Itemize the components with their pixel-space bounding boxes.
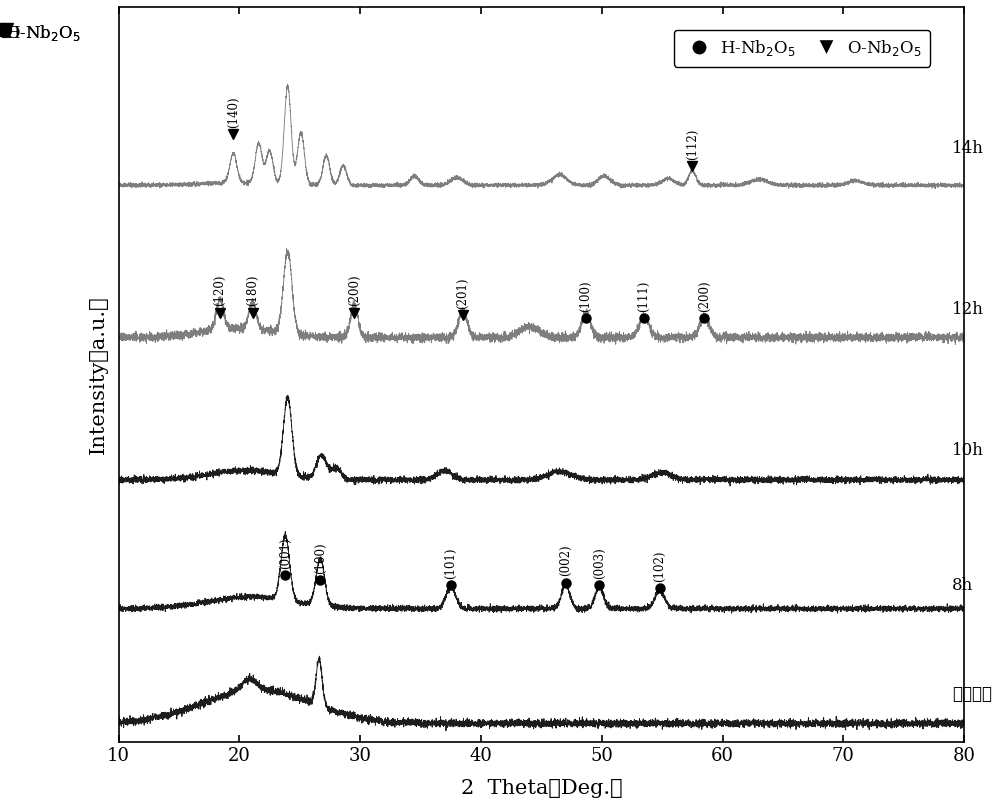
Text: (003): (003) (593, 547, 606, 579)
Text: 10h: 10h (952, 442, 984, 459)
Text: (140): (140) (227, 96, 240, 128)
Text: (100): (100) (580, 280, 593, 312)
Text: (101): (101) (444, 547, 457, 579)
Text: (201): (201) (456, 278, 469, 309)
Text: (100): (100) (314, 543, 327, 574)
Text: (120): (120) (214, 275, 227, 307)
X-axis label: 2  Theta（Deg.）: 2 Theta（Deg.） (461, 779, 622, 798)
Text: 硅藻原土: 硅藻原土 (952, 686, 992, 704)
Text: 14h: 14h (952, 140, 984, 157)
Text: (200): (200) (698, 280, 711, 312)
Text: H-Nb$_2$O$_5$: H-Nb$_2$O$_5$ (5, 23, 80, 43)
Text: (001): (001) (279, 537, 292, 569)
Text: (180): (180) (246, 275, 259, 307)
Text: (002): (002) (559, 545, 572, 576)
Text: 8h: 8h (952, 577, 973, 594)
Y-axis label: Intensity（a.u.）: Intensity（a.u.） (88, 295, 107, 454)
Text: 12h: 12h (952, 300, 984, 317)
Text: (200): (200) (348, 275, 361, 307)
Text: (102): (102) (653, 550, 666, 581)
Text: (112): (112) (686, 129, 699, 160)
Legend: H-Nb$_2$O$_5$, O-Nb$_2$O$_5$: H-Nb$_2$O$_5$, O-Nb$_2$O$_5$ (674, 30, 930, 67)
Text: O-Nb$_2$O$_5$: O-Nb$_2$O$_5$ (6, 23, 81, 43)
Text: (111): (111) (638, 280, 651, 312)
